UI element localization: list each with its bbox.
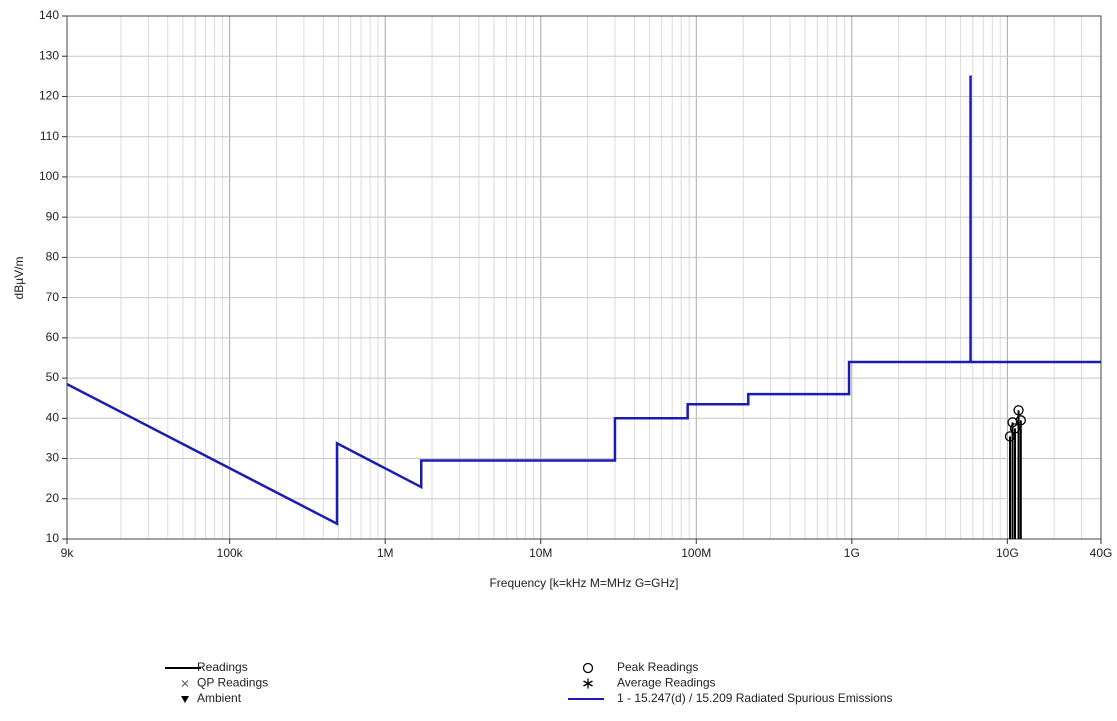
legend-label: Peak Readings [617, 660, 698, 674]
peak-marker [1009, 423, 1021, 434]
legend-label: Average Readings [617, 676, 716, 690]
plot-border [66, 15, 1102, 540]
y-tick-label: 10 [46, 531, 60, 545]
x-tick-label: 100M [681, 546, 711, 560]
x-tick-label: 40G [1090, 546, 1113, 560]
x-tick-label: 100k [217, 546, 244, 560]
legend-symbol [181, 680, 189, 687]
y-tick-label: 110 [40, 129, 59, 143]
y-tick-label: 90 [46, 209, 60, 223]
y-tick-label: 30 [46, 451, 60, 465]
legend-symbol [582, 662, 594, 674]
x-tick-label: 1G [844, 546, 860, 560]
x-tick-label: 1M [377, 546, 394, 560]
y-tick-label: 40 [46, 410, 60, 424]
legend-label: Readings [197, 660, 248, 674]
x-tick-label: 9k [61, 546, 75, 560]
y-tick-label: 20 [46, 491, 60, 505]
y-tick-label: 70 [46, 290, 60, 304]
legend-label: Ambient [197, 691, 242, 705]
x-tick-label: 10M [529, 546, 552, 560]
y-tick-label: 80 [46, 250, 60, 264]
plot-area [67, 16, 1101, 539]
peak-marker [1015, 415, 1026, 426]
y-tick-label: 120 [39, 89, 59, 103]
x-axis-label: Frequency [k=kHz M=MHz G=GHz] [489, 576, 678, 590]
limit-line [66, 75, 1101, 526]
legend-label: 1 - 15.247(d) / 15.209 Radiated Spurious… [617, 691, 893, 705]
legend-symbol [583, 678, 593, 689]
peak-marker [1004, 431, 1016, 442]
legend-symbol [181, 696, 189, 703]
y-tick-label: 60 [46, 330, 60, 344]
y-tick-label: 140 [39, 8, 59, 22]
y-tick-label: 50 [46, 370, 60, 384]
x-tick-label: 10G [996, 546, 1019, 560]
peak-marker [1013, 405, 1024, 416]
y-axis-label: dBµV/m [12, 257, 26, 300]
y-tick-label: 130 [39, 48, 59, 62]
y-tick-label: 100 [39, 169, 59, 183]
legend-label: QP Readings [197, 676, 268, 690]
